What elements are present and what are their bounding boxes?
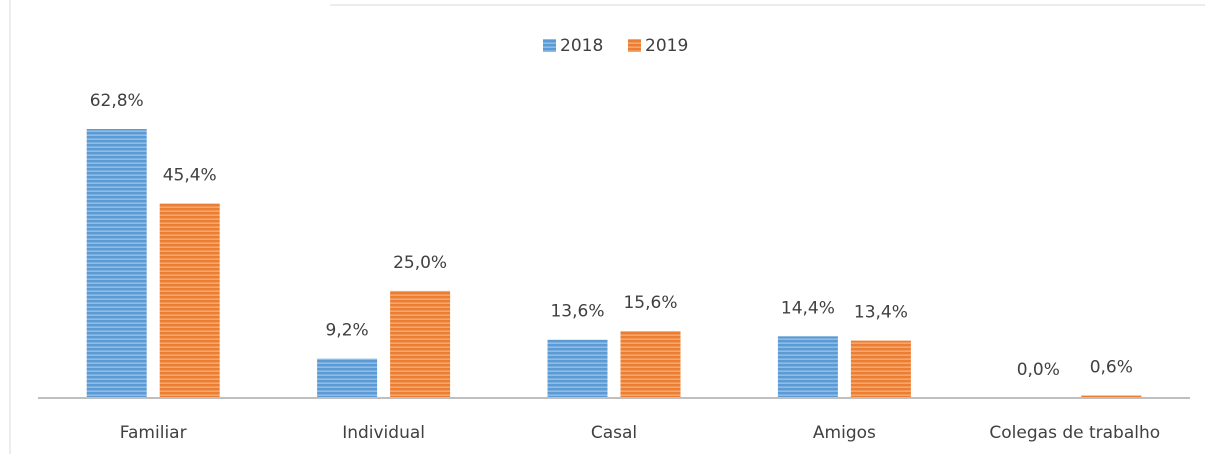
data-label: 0,6%: [1090, 357, 1133, 377]
data-label: 25,0%: [393, 253, 447, 273]
data-label: 13,6%: [550, 302, 604, 322]
x-tick-label: Casal: [591, 423, 637, 443]
bar: [159, 203, 220, 398]
data-label: 15,6%: [623, 293, 677, 313]
bar: [850, 340, 911, 398]
bar: [1081, 395, 1142, 398]
x-tick-label: Familiar: [120, 423, 187, 443]
bar: [620, 331, 681, 398]
data-label: 0,0%: [1017, 360, 1060, 380]
bar: [547, 339, 608, 398]
data-label: 9,2%: [325, 321, 368, 341]
legend-swatch: [543, 39, 556, 52]
data-label: 14,4%: [781, 298, 835, 318]
bar: [777, 336, 838, 398]
data-label: 45,4%: [163, 166, 217, 186]
data-label: 62,8%: [90, 91, 144, 111]
bar: [86, 129, 147, 398]
legend-swatch: [628, 39, 641, 52]
bar: [317, 358, 378, 398]
legend-label: 2018: [560, 36, 603, 56]
data-label: 13,4%: [854, 303, 908, 323]
legend-label: 2019: [645, 36, 688, 56]
x-tick-label: Colegas de trabalho: [989, 423, 1160, 443]
x-tick-label: Amigos: [813, 423, 876, 443]
x-tick-label: Individual: [342, 423, 425, 443]
bar: [390, 290, 451, 398]
